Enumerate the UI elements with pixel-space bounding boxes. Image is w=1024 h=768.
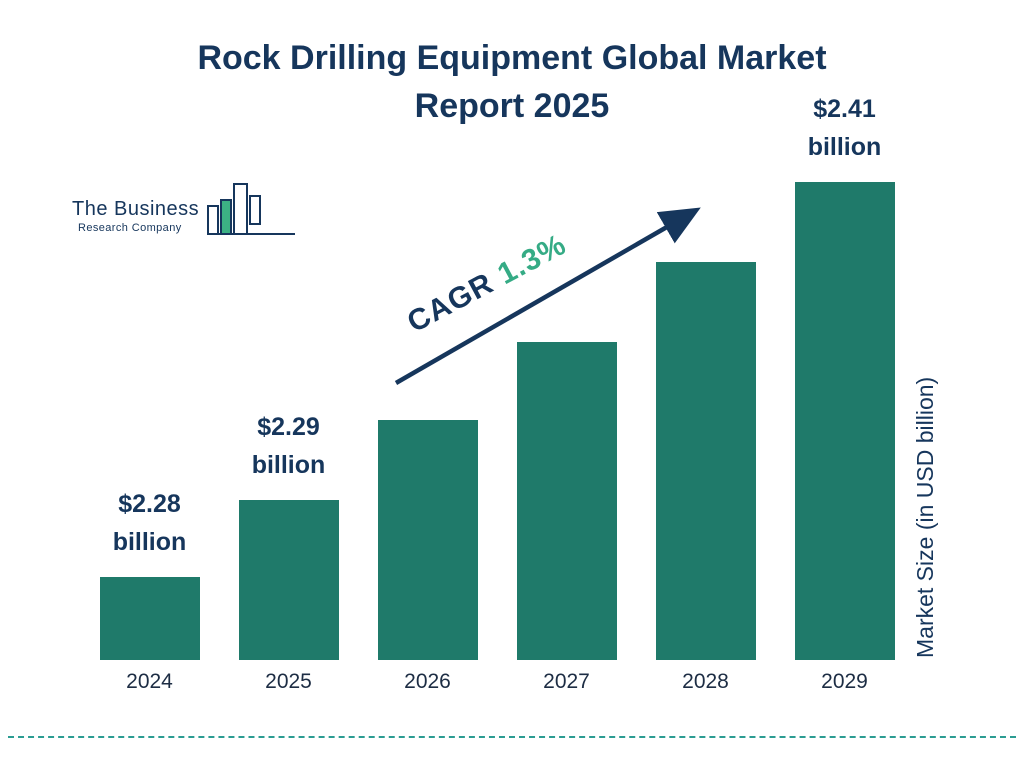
bar-value-label-2025: $2.29 billion <box>252 409 326 484</box>
logo-bar-chart-icon <box>205 182 297 249</box>
company-logo: The Business Research Company <box>72 182 297 249</box>
page-title-line-1: Rock Drilling Equipment Global Market <box>197 39 827 77</box>
company-logo-text: The Business Research Company <box>72 198 199 234</box>
bar-2024 <box>99 577 200 660</box>
page-title: Rock Drilling Equipment Global Market Re… <box>0 34 1024 131</box>
bar-value-2029-amount: $2.41 <box>813 95 876 123</box>
logo-name-line-2: Research Company <box>78 221 182 234</box>
x-tick-2028: 2028 <box>682 670 729 693</box>
bar-column-2028: 2028 <box>636 262 775 694</box>
logo-name-line-1: The Business <box>72 197 200 220</box>
bar-2025 <box>238 500 339 660</box>
x-tick-2026: 2026 <box>404 670 451 693</box>
page-title-line-2: Report 2025 <box>414 87 610 126</box>
bar-chart: $2.28 billion 2024 $2.29 billion 2025 20… <box>80 91 914 694</box>
bar-value-2029-unit: billion <box>807 132 882 161</box>
bar-column-2029: $2.41 billion 2029 <box>775 91 914 694</box>
bar-2029 <box>794 182 895 660</box>
bar-2027 <box>516 342 617 660</box>
bar-2026 <box>377 420 478 660</box>
bar-value-2024-amount: $2.28 <box>118 490 181 518</box>
bar-column-2025: $2.29 billion 2025 <box>219 409 358 694</box>
bar-2028 <box>655 262 756 660</box>
bar-value-label-2029: $2.41 billion <box>808 91 882 166</box>
x-tick-2025: 2025 <box>265 670 312 693</box>
x-tick-2029: 2029 <box>821 670 868 693</box>
bar-column-2024: $2.28 billion 2024 <box>80 486 219 694</box>
bar-column-2026: 2026 <box>358 420 497 694</box>
y-axis-label: Market Size (in USD billion) <box>912 376 938 658</box>
x-tick-2024: 2024 <box>126 670 173 693</box>
bar-value-2024-unit: billion <box>112 527 187 556</box>
bar-value-2025-unit: billion <box>251 450 326 479</box>
bottom-dashed-divider <box>8 736 1016 738</box>
bar-value-2025-amount: $2.29 <box>257 413 320 441</box>
x-tick-2027: 2027 <box>543 670 590 693</box>
bar-value-label-2024: $2.28 billion <box>113 486 187 561</box>
bar-column-2027: 2027 <box>497 342 636 694</box>
